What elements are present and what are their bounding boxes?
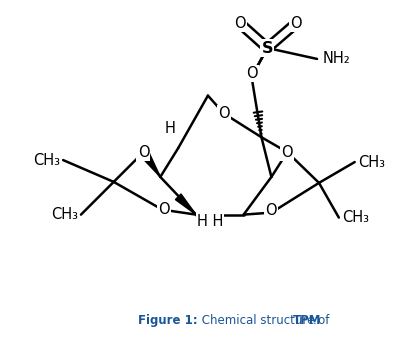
Text: O: O — [138, 145, 149, 160]
Text: H H: H H — [197, 214, 223, 229]
Text: NH₂: NH₂ — [323, 52, 351, 66]
Text: Chemical structure of: Chemical structure of — [198, 314, 333, 327]
Polygon shape — [139, 149, 160, 177]
Text: Figure 1:: Figure 1: — [138, 314, 198, 327]
Text: .: . — [313, 314, 317, 327]
Text: O: O — [234, 16, 246, 31]
Text: O: O — [290, 16, 302, 31]
Text: O: O — [266, 203, 277, 218]
Text: S: S — [262, 40, 273, 56]
Text: TPM: TPM — [293, 314, 322, 327]
Text: CH₃: CH₃ — [358, 155, 385, 170]
Polygon shape — [175, 194, 196, 215]
Text: CH₃: CH₃ — [51, 207, 78, 222]
Text: O: O — [246, 66, 257, 81]
Text: O: O — [218, 106, 230, 121]
Text: O: O — [282, 145, 293, 160]
Text: CH₃: CH₃ — [33, 153, 60, 167]
Text: H: H — [165, 121, 176, 136]
Text: O: O — [158, 202, 170, 217]
Text: CH₃: CH₃ — [342, 210, 369, 225]
